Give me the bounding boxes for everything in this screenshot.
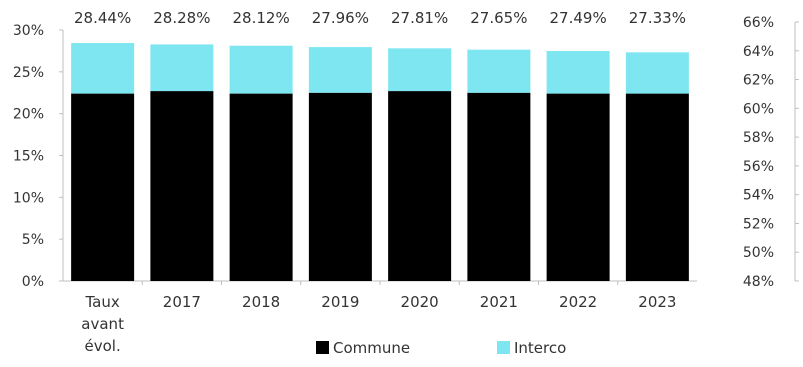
y-right-tick-label: 58% xyxy=(743,130,774,146)
x-tick-label: évol. xyxy=(85,337,121,355)
y-right-tick-label: 64% xyxy=(743,44,774,60)
bar-commune xyxy=(308,92,372,281)
total-label: 28.44% xyxy=(74,9,131,27)
total-label: 27.49% xyxy=(550,9,607,27)
legend-swatch-interco xyxy=(497,341,510,354)
y-left-tick-label: 10% xyxy=(13,190,44,206)
total-label: 27.96% xyxy=(312,9,369,27)
legend-swatch-commune xyxy=(316,341,329,354)
bar-interco xyxy=(229,45,293,94)
bar-commune xyxy=(150,91,214,282)
bar-interco xyxy=(308,47,372,93)
bar-interco xyxy=(467,49,531,93)
bar-interco xyxy=(546,51,610,94)
x-tick-label: 2019 xyxy=(321,293,359,311)
bar-commune xyxy=(229,93,293,281)
total-label: 27.81% xyxy=(391,9,448,27)
y-left-tick-label: 15% xyxy=(13,149,44,165)
bar-commune xyxy=(388,91,452,282)
legend-label-commune: Commune xyxy=(333,339,410,357)
x-tick-label: 2018 xyxy=(242,293,280,311)
bar-commune xyxy=(625,93,689,281)
y-right-tick-label: 48% xyxy=(743,274,774,290)
x-tick-label: 2017 xyxy=(163,293,201,311)
y-right-tick-label: 54% xyxy=(743,188,774,204)
total-label: 28.12% xyxy=(233,9,290,27)
x-tick-label: 2023 xyxy=(638,293,676,311)
total-label: 27.33% xyxy=(629,9,686,27)
bar-commune xyxy=(71,93,135,281)
y-left-tick-label: 5% xyxy=(22,232,44,248)
x-tick-label: 2020 xyxy=(401,293,439,311)
x-tick-label: 2022 xyxy=(559,293,597,311)
y-right-tick-label: 60% xyxy=(743,101,774,117)
total-label: 28.28% xyxy=(153,9,210,27)
x-tick-label: Taux xyxy=(84,293,119,311)
y-left-tick-label: 0% xyxy=(22,274,44,290)
y-left-tick-label: 20% xyxy=(13,107,44,123)
y-right-tick-label: 50% xyxy=(743,245,774,261)
bar-interco xyxy=(150,44,214,92)
y-right-tick-label: 62% xyxy=(743,73,774,89)
bar-interco xyxy=(388,48,452,92)
x-tick-label: avant xyxy=(81,315,124,333)
y-right-tick-label: 56% xyxy=(743,159,774,175)
x-tick-label: 2021 xyxy=(480,293,518,311)
bar-commune xyxy=(546,93,610,281)
y-right-tick-label: 66% xyxy=(743,15,774,31)
legend-label-interco: Interco xyxy=(514,339,566,357)
bar-interco xyxy=(625,52,689,94)
bar-commune xyxy=(467,92,531,281)
y-left-tick-label: 30% xyxy=(13,23,44,39)
bar-interco xyxy=(71,43,135,94)
y-right-tick-label: 52% xyxy=(743,216,774,232)
y-left-tick-label: 25% xyxy=(13,65,44,81)
total-label: 27.65% xyxy=(470,9,527,27)
